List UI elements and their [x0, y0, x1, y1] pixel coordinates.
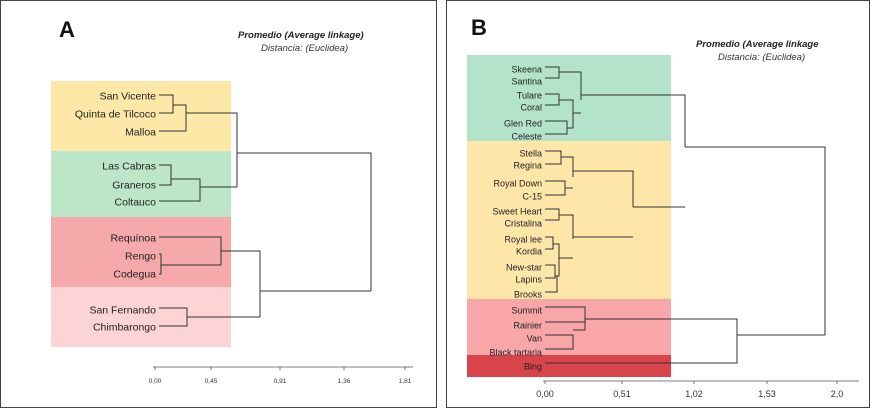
a-axis-tick-label: 1,36	[338, 378, 351, 385]
a-axis-tick-label: 1,81	[399, 378, 412, 385]
a-leaf-label: Requínoa	[110, 233, 156, 245]
a-leaf-label: Quinta de Tilcoco	[75, 109, 156, 121]
b-axis-tick-label: 0,00	[536, 389, 554, 399]
a-leaf-label: San Vicente	[100, 91, 157, 103]
b-leaf-label: Santina	[511, 77, 542, 87]
a-leaf-label: Coltauco	[115, 197, 157, 209]
b-leaf-label: Tulare	[517, 91, 542, 101]
subtitle-b: Distancia: (Euclidea)	[718, 52, 805, 63]
b-leaf-label: Coral	[520, 103, 542, 113]
dendrogram-b: B Promedio (Average linkage Distancia: (…	[467, 15, 859, 399]
b-leaf-label: Van	[527, 334, 542, 344]
b-cluster-band-3	[467, 299, 671, 355]
b-leaf-label: Brooks	[514, 290, 543, 300]
a-leaf-label: San Fernando	[89, 305, 156, 317]
a-leaf-label: Rengo	[125, 251, 156, 263]
b-leaf-label: Royal Down	[493, 179, 542, 189]
b-axis-tick-label: 1,02	[685, 389, 703, 399]
b-leaf-label: Black tartaria	[489, 348, 542, 358]
a-axis-tick-label: 0,45	[205, 378, 218, 385]
b-leaf-label: Sweet Heart	[492, 207, 542, 217]
a-axis-tick-label: 0,91	[274, 378, 287, 385]
a-leaf-label: Chimbarongo	[93, 322, 156, 334]
b-leaf-label: Rainier	[513, 321, 542, 331]
b-leaf-label: Glen Red	[504, 119, 542, 129]
b-leaf-label: C-15	[522, 192, 542, 202]
b-cluster-band-2	[467, 141, 671, 299]
b-cluster-band-4	[467, 355, 671, 377]
a-axis-tick-label: 0,00	[149, 378, 162, 385]
panel-letter-b: B	[471, 15, 487, 40]
b-axis-tick-label: 1,53	[758, 389, 776, 399]
a-leaf-label: Codegua	[113, 269, 156, 281]
a-leaf-label: Las Cabras	[102, 161, 156, 173]
b-leaf-label: Lapins	[515, 275, 542, 285]
b-leaf-label: Summit	[511, 306, 542, 316]
title-a: Promedio (Average linkage)	[238, 30, 364, 41]
subtitle-a: Distancia: (Euclidea)	[261, 43, 348, 54]
b-leaf-label: Stella	[519, 149, 542, 159]
title-b: Promedio (Average linkage	[696, 39, 819, 50]
b-leaf-label: Kordia	[516, 247, 542, 257]
b-axis-tick-label: 0,51	[613, 389, 631, 399]
b-leaf-label: Skeena	[511, 65, 542, 75]
b-cluster-band-1	[467, 55, 671, 141]
b-leaf-label: Royal lee	[504, 235, 542, 245]
b-leaf-label: New-star	[506, 263, 542, 273]
dendrogram-panel-a: A Promedio (Average linkage) Distancia: …	[0, 0, 437, 408]
dendrogram-panel-b: B Promedio (Average linkage Distancia: (…	[446, 0, 870, 408]
panel-letter-a: A	[59, 17, 75, 42]
b-leaf-label: Celeste	[511, 132, 542, 142]
a-leaf-label: Malloa	[125, 127, 156, 139]
b-leaf-label: Bing	[524, 362, 542, 372]
dendrogram-a: A Promedio (Average linkage) Distancia: …	[51, 17, 413, 385]
a-cluster-band-3	[51, 217, 231, 287]
a-cluster-band-2	[51, 151, 231, 217]
b-axis-tick-label: 2,0	[831, 389, 844, 399]
a-leaf-label: Graneros	[112, 180, 156, 192]
b-leaf-label: Regina	[513, 161, 542, 171]
b-leaf-label: Cristalina	[504, 219, 542, 229]
a-cluster-band-1	[51, 81, 231, 151]
